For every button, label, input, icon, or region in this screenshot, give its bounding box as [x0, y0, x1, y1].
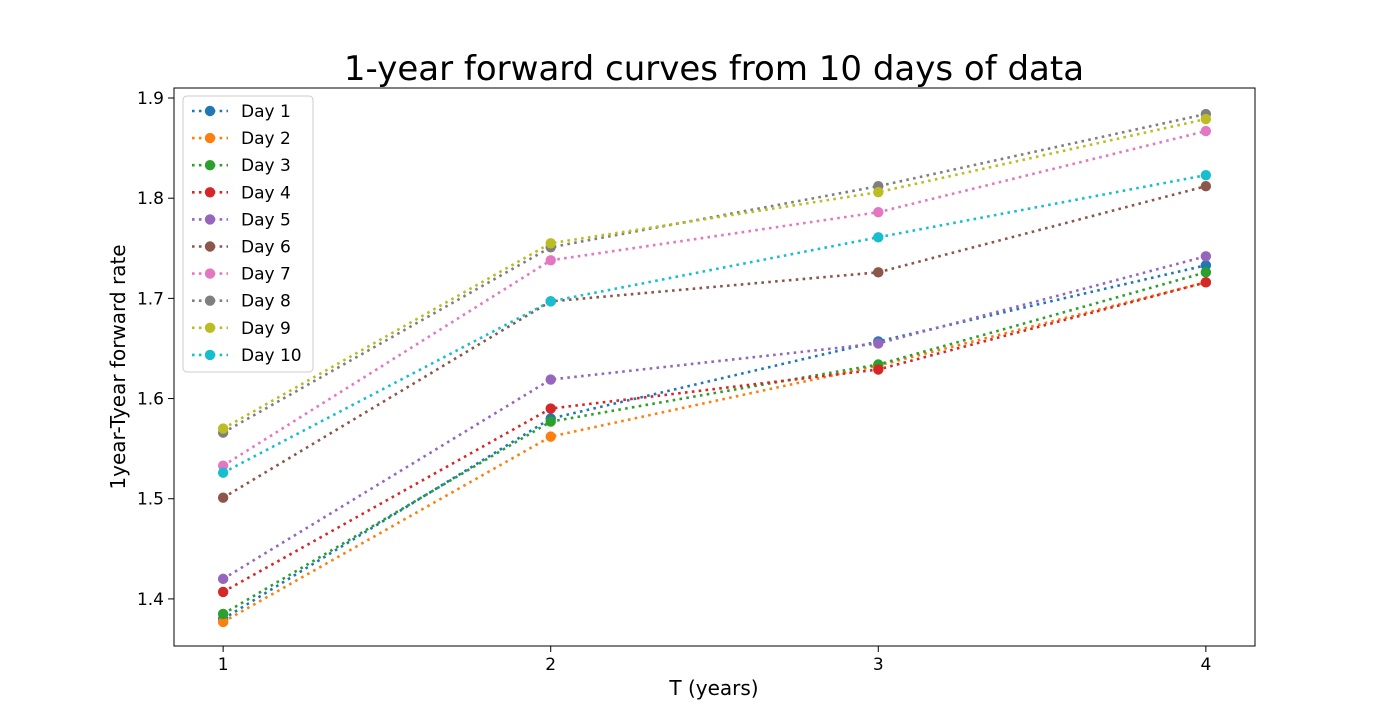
- legend-marker: [204, 295, 216, 306]
- data-point: [873, 364, 884, 375]
- data-point: [217, 616, 229, 628]
- legend-marker: [204, 349, 216, 361]
- y-tick-label: 1.6: [137, 390, 164, 410]
- legend-label: Day 1: [241, 102, 291, 122]
- legend-label: Day 10: [241, 346, 302, 366]
- data-point: [545, 374, 556, 385]
- legend-entry: Day 8: [192, 292, 291, 312]
- x-tick-label: 1: [218, 655, 229, 675]
- legend-entry: Day 9: [192, 319, 291, 339]
- legend-label: Day 5: [241, 210, 291, 230]
- legend-marker: [204, 322, 216, 333]
- data-point: [873, 267, 884, 278]
- legend-entry: Day 6: [192, 238, 291, 258]
- data-point: [1200, 169, 1212, 181]
- series-line: [222, 173, 1207, 474]
- legend: Day 1 Day 2 Day 3 Day 4 Day 5 Day 6 Day 7 Day 8…: [182, 95, 314, 373]
- chart-title: 1-year forward curves from 10 days of da…: [344, 49, 1084, 89]
- data-point: [217, 492, 229, 503]
- data-point: [873, 186, 884, 198]
- data-point: [1200, 251, 1212, 262]
- legend-entry: Day 5: [192, 210, 291, 230]
- series-line: [222, 271, 1207, 616]
- data-point: [1200, 180, 1212, 192]
- series-day-7: [217, 125, 1212, 471]
- series-day-2: [217, 277, 1212, 628]
- series-line: [222, 112, 1207, 434]
- legend-marker: [204, 268, 216, 279]
- y-axis-label: 1year-Tyear forward rate: [106, 244, 130, 489]
- data-point: [1200, 267, 1212, 278]
- data-point: [217, 467, 229, 478]
- x-tick-label: 2: [545, 655, 556, 675]
- series-day-3: [217, 267, 1212, 620]
- series-line: [222, 281, 1207, 594]
- data-point: [217, 608, 229, 620]
- y-tick-label: 1.7: [137, 289, 164, 309]
- legend-marker: [204, 187, 216, 198]
- legend-box: [182, 95, 314, 373]
- legend-marker: [204, 241, 216, 252]
- series-day-1: [217, 260, 1212, 625]
- series-day-5: [217, 251, 1212, 585]
- legend-entry: Day 3: [192, 156, 291, 176]
- legend-label: Day 7: [241, 265, 291, 285]
- x-tick-label: 4: [1200, 655, 1211, 675]
- legend-label: Day 6: [241, 238, 291, 258]
- series-line: [222, 281, 1207, 624]
- series-day-4: [217, 277, 1212, 598]
- y-tick-label: 1.9: [137, 89, 164, 109]
- data-point: [1200, 125, 1212, 137]
- y-tick-label: 1.8: [137, 189, 164, 209]
- data-point: [217, 423, 229, 434]
- axis-ticks: 1 2 3 4 1.4 1.5 1.6 1.7 1.8 1.9: [137, 89, 1211, 675]
- series-day-6: [217, 180, 1212, 503]
- data-point: [217, 586, 229, 598]
- series-line: [222, 264, 1207, 621]
- legend-marker: [204, 105, 216, 117]
- legend-label: Day 8: [241, 292, 291, 312]
- data-point: [873, 232, 884, 243]
- legend-label: Day 3: [241, 156, 291, 176]
- legend-entry: Day 2: [192, 129, 291, 149]
- series-line: [222, 129, 1207, 467]
- data-point: [545, 255, 556, 266]
- data-point: [873, 207, 884, 218]
- data-point: [1200, 277, 1212, 288]
- series-lines: [217, 108, 1212, 628]
- legend-entry: Day 4: [192, 183, 291, 203]
- data-point: [545, 431, 556, 442]
- series-day-10: [217, 169, 1212, 478]
- y-tick-label: 1.5: [137, 490, 164, 510]
- series-day-9: [217, 113, 1212, 434]
- series-line: [222, 184, 1207, 499]
- y-tick-label: 1.4: [137, 590, 164, 610]
- legend-label: Day 4: [241, 183, 291, 203]
- x-tick-label: 3: [873, 655, 884, 675]
- series-line: [222, 255, 1207, 580]
- data-point: [1200, 113, 1212, 125]
- data-point: [873, 338, 884, 349]
- series-line: [222, 117, 1207, 430]
- legend-label: Day 9: [241, 319, 291, 339]
- legend-label: Day 2: [241, 129, 291, 149]
- plot-frame: [173, 87, 1256, 647]
- x-axis-label: T (years): [668, 676, 758, 700]
- legend-entry: Day 7: [192, 265, 291, 285]
- data-point: [545, 403, 556, 414]
- legend-marker: [204, 160, 216, 171]
- data-point: [545, 416, 556, 427]
- legend-entry: Day 1: [192, 102, 291, 122]
- legend-entry: Day 10: [192, 346, 302, 366]
- data-point: [545, 296, 556, 307]
- legend-marker: [204, 132, 216, 144]
- data-point: [545, 238, 556, 249]
- legend-marker: [204, 214, 216, 225]
- data-point: [217, 573, 229, 585]
